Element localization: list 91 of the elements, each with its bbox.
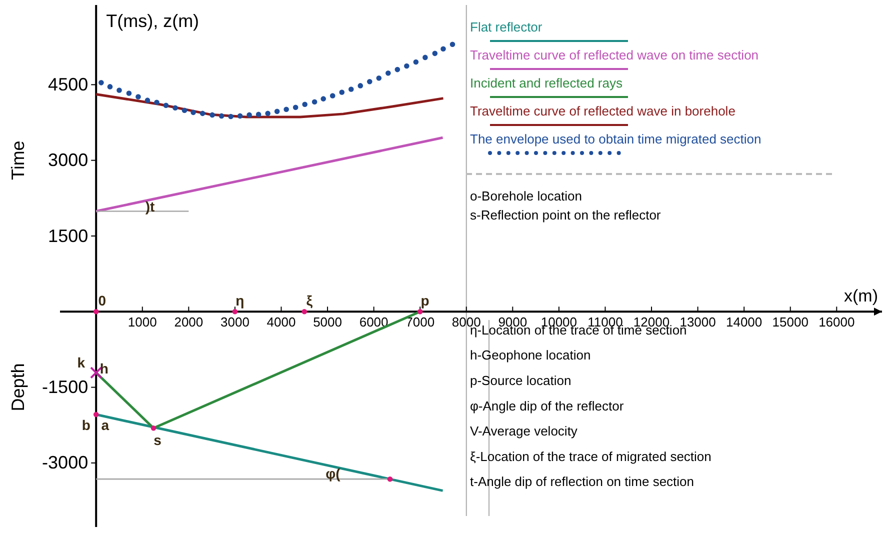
point [348, 86, 354, 92]
text: Traveltime curve of reflected wave on time section [470, 47, 759, 62]
annotation: h [100, 360, 108, 376]
x-tick-label: 7000 [406, 314, 435, 330]
x-tick-label: 5000 [313, 314, 342, 330]
point [339, 90, 345, 95]
point [302, 102, 308, 107]
y-tick-label: 3000 [48, 150, 88, 170]
annotation: o-Borehole location [470, 188, 582, 204]
point [218, 113, 224, 119]
point [210, 112, 215, 118]
point [404, 63, 410, 69]
point [376, 75, 382, 81]
point [246, 112, 252, 118]
x-tick-label: 3000 [220, 314, 250, 330]
y-tick-label: -3000 [42, 452, 88, 473]
annotation: φ-Angle dip of the reflector [470, 398, 624, 414]
annotation: b [82, 417, 90, 434]
point [98, 80, 104, 86]
x-tick-label: 15000 [772, 314, 808, 330]
point [256, 112, 262, 118]
annotation: s [154, 432, 162, 448]
point [136, 94, 141, 100]
annotation: V-Average velocity [470, 424, 578, 439]
annotation: )t [145, 198, 155, 215]
point [302, 309, 308, 314]
x-axis-title: x(m) [844, 286, 878, 306]
point [182, 108, 188, 114]
annotation: p-Source location [470, 373, 572, 388]
point [172, 105, 178, 111]
point [93, 309, 99, 314]
point [107, 84, 113, 90]
point [292, 104, 298, 110]
x-tick-label: 1000 [128, 314, 157, 330]
y-axis-title: T(ms), z(m) [106, 11, 200, 31]
x-tick-label: 16000 [818, 314, 855, 330]
annotation: η [236, 292, 244, 308]
point [422, 54, 428, 60]
annotation: φ( [326, 466, 341, 482]
text: Traveltime curve of reflected wave in borehole [470, 103, 736, 118]
point [387, 476, 393, 482]
text: The envelope used to obtain time migrated section [470, 131, 762, 146]
point [274, 108, 280, 114]
point [190, 110, 196, 116]
point [200, 110, 206, 116]
annotation: ξ-Location of the trace of migrated section [470, 448, 712, 464]
point [312, 99, 318, 104]
point [432, 50, 438, 56]
point [358, 83, 364, 88]
point [116, 88, 122, 93]
x-tick-label: 4000 [266, 314, 296, 330]
point [265, 110, 270, 116]
y-tick-label: -1500 [42, 377, 88, 398]
annotation: 0 [98, 292, 106, 308]
x-tick-label: 6000 [359, 314, 388, 330]
y-tick-label: 4500 [48, 74, 88, 94]
point [450, 42, 456, 47]
point [394, 66, 400, 72]
point [320, 96, 326, 102]
text: Flat reflector [470, 19, 543, 34]
point [144, 98, 150, 103]
annotation: ξ [306, 292, 314, 308]
annotation: p [420, 292, 430, 308]
y-tick-label: 1500 [48, 226, 88, 246]
point [154, 100, 160, 105]
annotation: t-Angle dip of reflection on time section [470, 474, 694, 490]
annotation: a [101, 417, 110, 434]
point [386, 70, 391, 76]
point [237, 113, 243, 119]
point [228, 114, 234, 120]
annotation: k [77, 354, 86, 370]
point [330, 93, 336, 98]
annotation: s-Reflection point on the reflector [470, 207, 662, 222]
text: Incident and reflected rays [470, 75, 623, 90]
point [440, 46, 446, 52]
point [93, 412, 99, 418]
point [366, 79, 372, 84]
point [163, 102, 169, 108]
point [90, 366, 102, 379]
point [413, 59, 419, 65]
x-tick-label: 14000 [726, 314, 762, 330]
point [284, 106, 289, 112]
line-series [94, 93, 444, 118]
text: Time [8, 140, 28, 180]
point [126, 90, 132, 96]
point [150, 426, 156, 431]
text: Depth [8, 363, 28, 412]
point [232, 309, 238, 314]
annotation: h-Geophone location [470, 348, 591, 363]
x-tick-label: 2000 [174, 314, 204, 330]
point [417, 309, 423, 314]
